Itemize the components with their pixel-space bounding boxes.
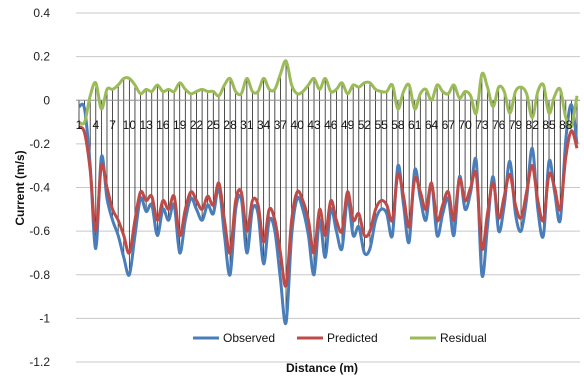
x-tick-label: 4 (92, 118, 99, 132)
x-tick-label: 88 (559, 118, 573, 132)
x-tick-label: 79 (509, 118, 523, 132)
y-axis-title: Current (m/s) (13, 150, 27, 225)
x-tick-label: 28 (223, 118, 237, 132)
y-tick-label: -0.4 (29, 181, 50, 195)
x-tick-label: 76 (492, 118, 506, 132)
x-tick-label: 34 (257, 118, 271, 132)
x-tick-label: 49 (341, 118, 355, 132)
x-tick-label: 52 (358, 118, 372, 132)
y-tick-label: -1 (39, 311, 50, 325)
x-tick-label: 82 (526, 118, 540, 132)
legend: Observed Predicted Residual (193, 331, 487, 345)
x-tick-label: 31 (240, 118, 254, 132)
x-tick-label: 7 (109, 118, 116, 132)
x-tick-label: 67 (442, 118, 456, 132)
y-tick-label: 0.4 (33, 6, 50, 20)
legend-label-residual: Residual (440, 331, 487, 345)
x-tick-label: 61 (408, 118, 422, 132)
y-tick-label: -1.2 (29, 355, 50, 369)
legend-label-predicted: Predicted (327, 331, 378, 345)
x-axis-title: Distance (m) (286, 361, 358, 375)
x-tick-label: 10 (123, 118, 137, 132)
x-tick-label: 85 (542, 118, 556, 132)
y-axis: 0.4 0.2 0 -0.2 -0.4 -0.6 -0.8 -1 -1.2 (29, 6, 50, 369)
y-tick-label: -0.6 (29, 224, 50, 238)
x-tick-label: 25 (207, 118, 221, 132)
x-tick-label: 16 (156, 118, 170, 132)
legend-label-observed: Observed (223, 331, 275, 345)
x-tick-label: 43 (307, 118, 321, 132)
x-tick-label: 13 (139, 118, 153, 132)
y-tick-label: 0.2 (33, 50, 50, 64)
series-group (77, 59, 579, 326)
y-tick-label: -0.8 (29, 268, 50, 282)
x-tick-label: 37 (274, 118, 288, 132)
series-line-residual (78, 59, 579, 129)
series-line-predicted (77, 125, 579, 288)
x-tick-label: 64 (425, 118, 439, 132)
x-tick-label: 70 (458, 118, 472, 132)
x-tick-label: 40 (291, 118, 305, 132)
x-tick-label: 55 (374, 118, 388, 132)
y-tick-label: -0.2 (29, 137, 50, 151)
x-tick-label: 58 (391, 118, 405, 132)
x-tick-label: 19 (173, 118, 187, 132)
x-tick-label: 73 (475, 118, 489, 132)
x-tick-label: 46 (324, 118, 338, 132)
y-tick-label: 0 (43, 93, 50, 107)
x-tick-label: 1 (76, 118, 83, 132)
x-tick-label: 22 (190, 118, 204, 132)
x-axis: 1 4 7 10 13 16 19 22 25 28 31 34 37 40 43 46 49 52 55 58 61 6… (76, 118, 573, 132)
series-line-observed (77, 102, 579, 326)
